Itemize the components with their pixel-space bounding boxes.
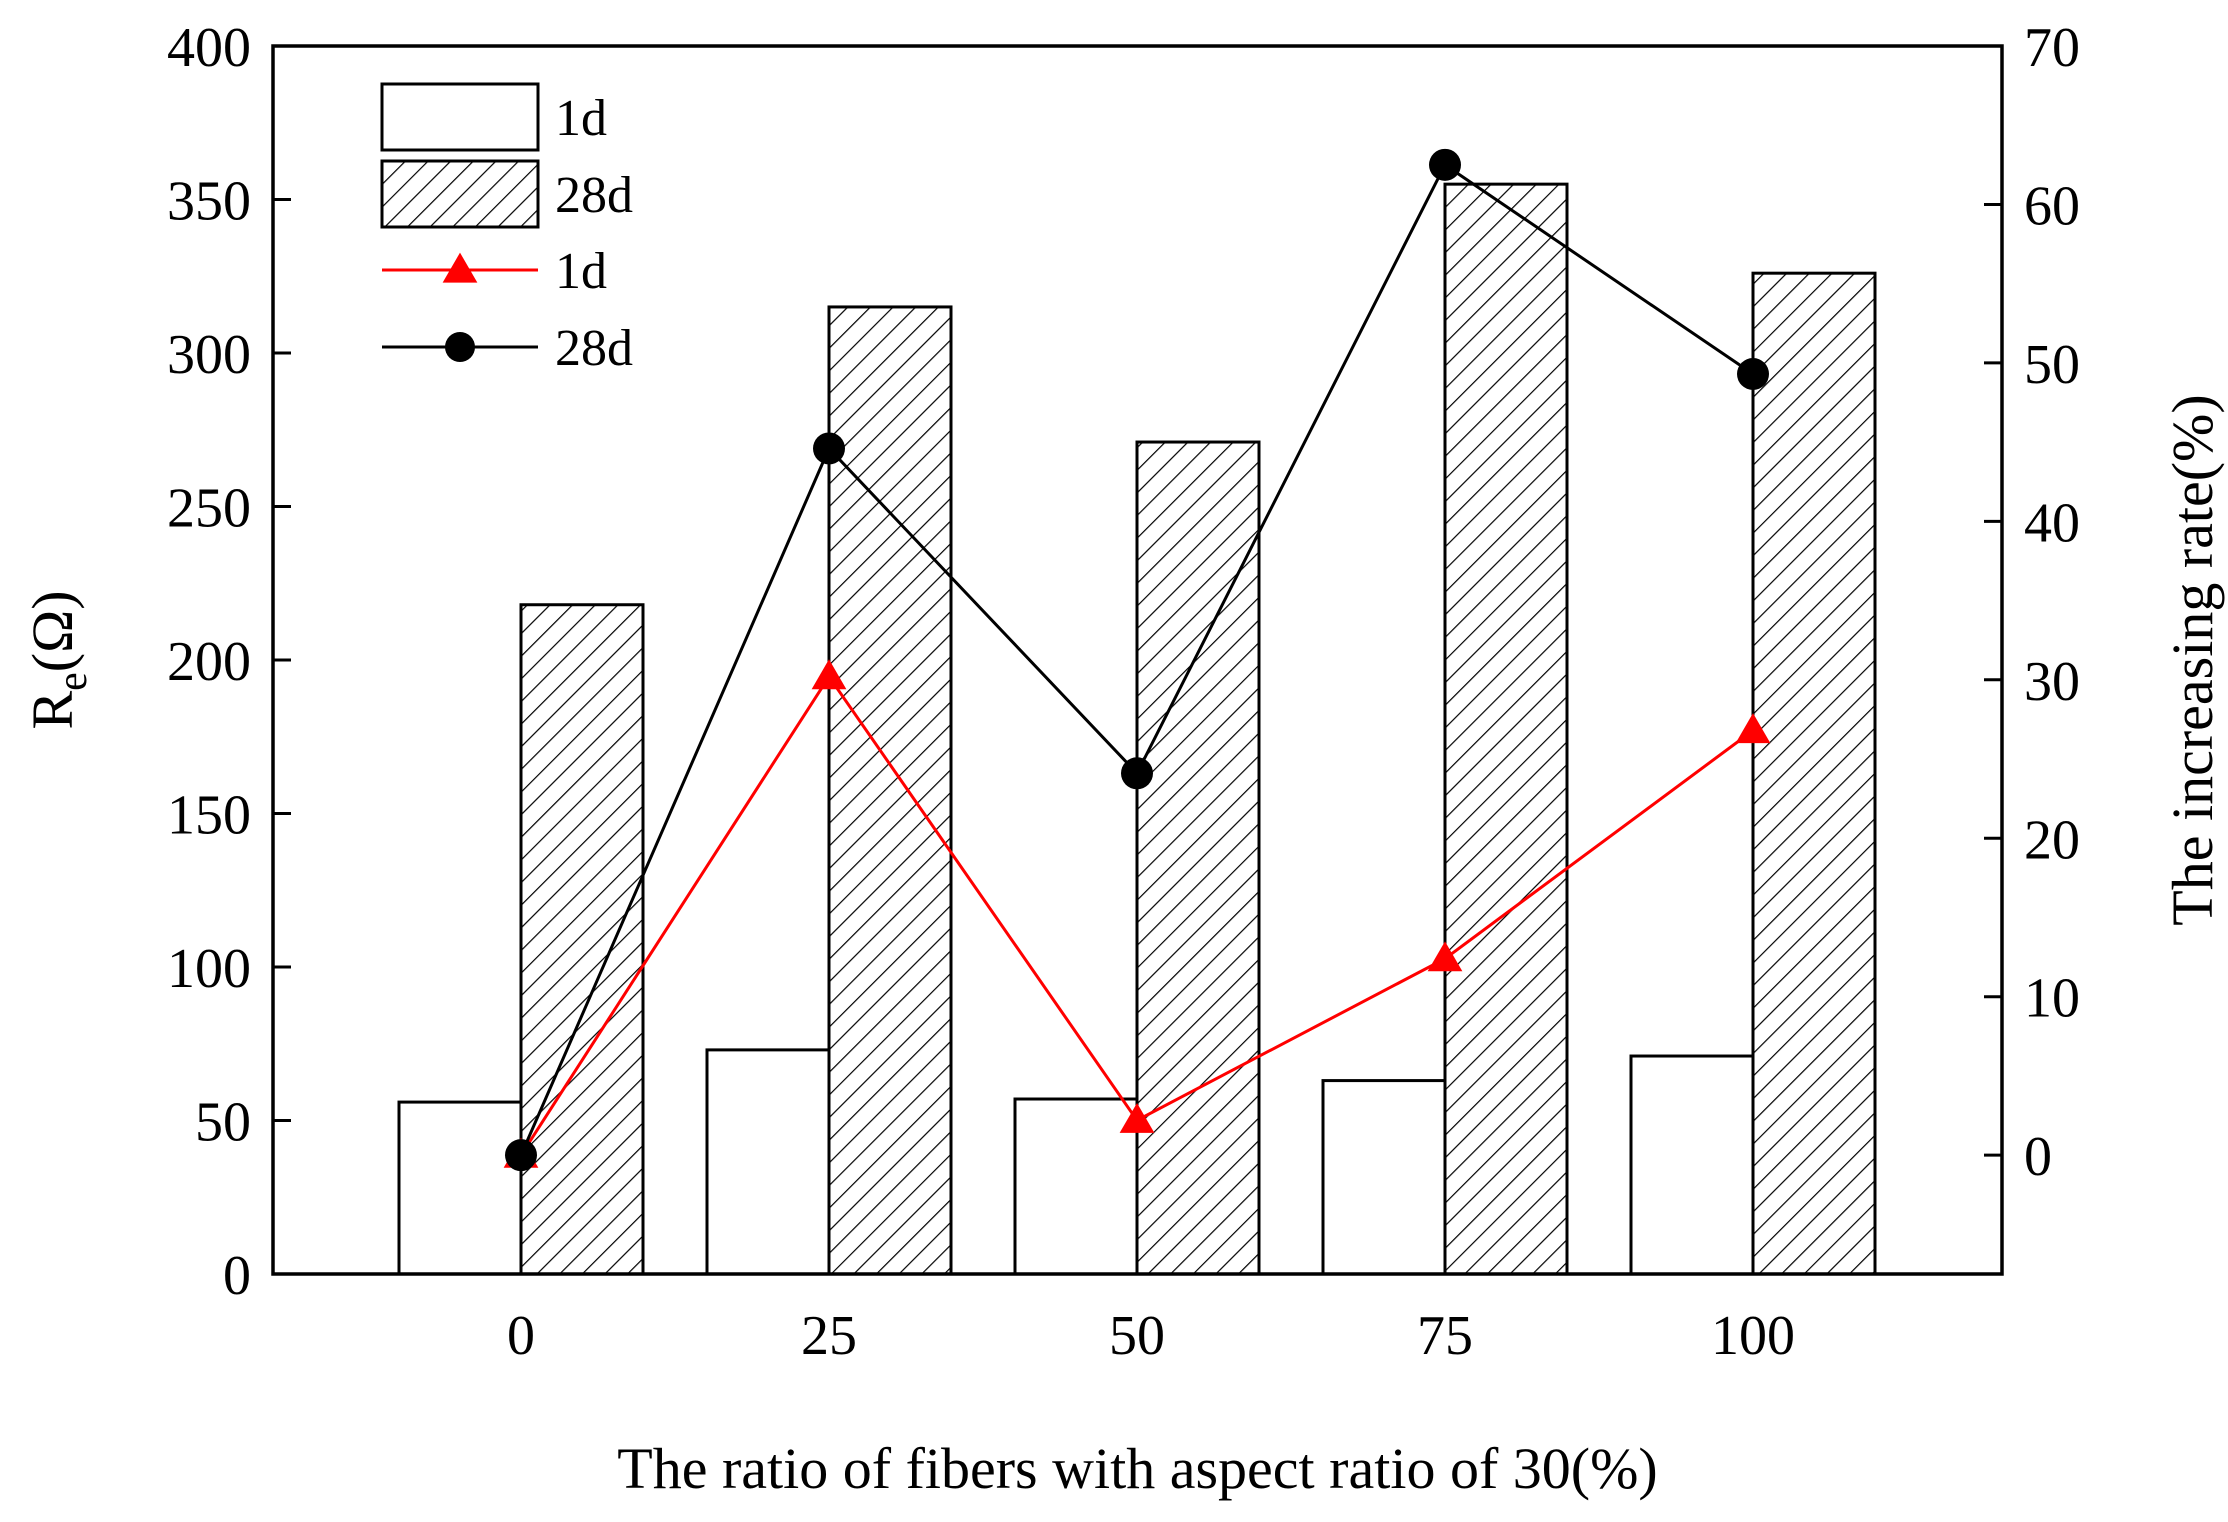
legend-swatch-bar-28d <box>380 159 540 229</box>
legend-label-line-28d: 28d <box>555 320 633 377</box>
bar-1d-25 <box>705 1048 831 1276</box>
bar-28d-50 <box>1135 440 1261 1276</box>
x-tick-label-25: 25 <box>801 1305 857 1367</box>
point-28d-50 <box>1121 757 1153 790</box>
point-28d-25 <box>813 432 845 465</box>
y-tick-label-200: 200 <box>167 631 251 693</box>
y-tick-label-0: 0 <box>223 1245 251 1307</box>
legend-label-bar-1d: 1d <box>555 90 607 147</box>
y2-tick-label-60: 60 <box>2024 175 2080 237</box>
y-axis-title-main: R <box>20 691 85 730</box>
y2-tick-label-50: 50 <box>2024 334 2080 396</box>
y2-tick-label-30: 30 <box>2024 651 2080 713</box>
y2-tick-label-40: 40 <box>2024 492 2080 554</box>
legend-label-bar-28d: 28d <box>555 167 633 224</box>
x-tick-label-100: 100 <box>1711 1305 1795 1367</box>
y-tick-label-300: 300 <box>167 324 251 386</box>
y2-tick-label-0: 0 <box>2024 1126 2052 1188</box>
bar-1d-75 <box>1321 1079 1447 1276</box>
lines-layer <box>503 148 1771 1172</box>
point-28d-100 <box>1737 357 1769 390</box>
point-28d-0 <box>505 1139 537 1172</box>
y-tick-label-400: 400 <box>167 17 251 79</box>
bar-28d-0 <box>519 603 645 1276</box>
y-tick-label-50: 50 <box>195 1092 251 1154</box>
legend: 1d 28d 1d 28d <box>380 82 633 377</box>
x-tick-label-0: 0 <box>507 1305 535 1367</box>
legend-marker-28d <box>445 332 475 362</box>
legend-swatch-bar-1d <box>380 82 540 152</box>
y-tick-label-350: 350 <box>167 171 251 233</box>
y-tick-label-100: 100 <box>167 938 251 1000</box>
y2-axis-title: The increasing rate(%) <box>2160 394 2225 925</box>
legend-marker-1d <box>442 252 478 283</box>
y-axis-title-subscript: e <box>50 672 96 691</box>
bar-28d-75 <box>1443 182 1569 1276</box>
y-axis-title-unit: (Ω) <box>20 590 85 672</box>
axes-layer: 0 50 100 150 200 250 300 350 400 0 10 20 30 40 50 60 70 0… <box>167 17 2080 1367</box>
y-tick-label-250: 250 <box>167 478 251 540</box>
point-1d-100 <box>1735 713 1771 744</box>
legend-label-line-1d: 1d <box>555 243 607 300</box>
y2-tick-label-10: 10 <box>2024 968 2080 1030</box>
point-28d-75 <box>1429 148 1461 181</box>
bar-1d-0 <box>397 1100 523 1276</box>
y2-tick-label-20: 20 <box>2024 809 2080 871</box>
y-axis-title: Re(Ω) <box>20 590 96 729</box>
bar-28d-100 <box>1751 271 1877 1276</box>
bar-1d-50 <box>1013 1097 1139 1276</box>
point-1d-50 <box>1119 1102 1155 1133</box>
point-1d-25 <box>811 659 847 690</box>
y-tick-label-150: 150 <box>167 785 251 847</box>
bar-28d-25 <box>827 305 953 1276</box>
x-tick-label-75: 75 <box>1417 1305 1473 1367</box>
y2-tick-label-70: 70 <box>2024 17 2080 79</box>
point-1d-75 <box>1427 941 1463 972</box>
bar-1d-100 <box>1629 1054 1755 1276</box>
x-tick-label-50: 50 <box>1109 1305 1165 1367</box>
x-axis-title: The ratio of fibers with aspect ratio of… <box>617 1436 1657 1501</box>
